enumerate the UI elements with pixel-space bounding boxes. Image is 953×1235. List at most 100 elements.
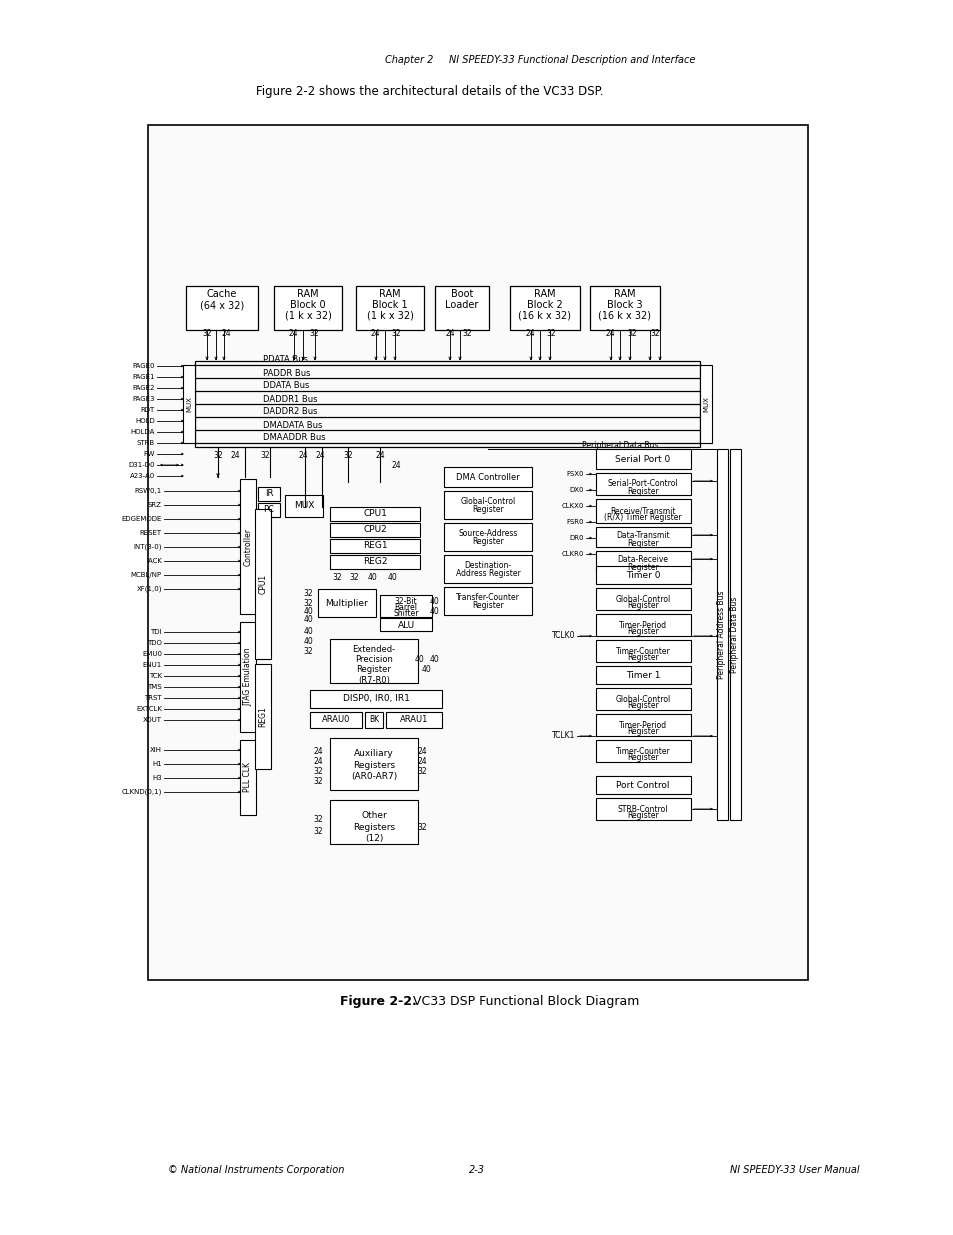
- Bar: [596, 776, 690, 794]
- Text: 24: 24: [221, 329, 231, 337]
- Text: Register: Register: [356, 666, 391, 674]
- Text: Global-Control: Global-Control: [615, 694, 670, 704]
- Text: ALU: ALU: [397, 620, 415, 630]
- Text: 32: 32: [391, 329, 400, 337]
- Text: CLKR0: CLKR0: [561, 551, 583, 557]
- Bar: [330, 522, 419, 537]
- Text: 32: 32: [416, 824, 426, 832]
- Bar: [330, 508, 419, 521]
- Bar: [365, 713, 382, 727]
- Text: Chapter 2     NI SPEEDY-33 Functional Description and Interface: Chapter 2 NI SPEEDY-33 Functional Descri…: [384, 56, 695, 65]
- Text: Serial-Port-Control: Serial-Port-Control: [607, 479, 678, 489]
- Text: Register: Register: [626, 727, 659, 736]
- Text: 32: 32: [461, 329, 472, 337]
- Text: DISP0, IR0, IR1: DISP0, IR0, IR1: [342, 694, 409, 704]
- Text: IR: IR: [265, 489, 273, 499]
- Bar: [596, 688, 690, 710]
- Text: Block 2: Block 2: [527, 300, 562, 310]
- Bar: [274, 287, 341, 330]
- Text: STRB: STRB: [136, 440, 154, 446]
- Text: 40: 40: [303, 606, 313, 615]
- Text: Data-Receive: Data-Receive: [617, 556, 668, 564]
- Bar: [310, 690, 441, 708]
- Text: D31-D0: D31-D0: [129, 462, 154, 468]
- Text: (1 k x 32): (1 k x 32): [366, 311, 413, 321]
- Text: Registers: Registers: [353, 761, 395, 769]
- Text: Global-Control: Global-Control: [615, 594, 670, 604]
- Bar: [596, 666, 690, 684]
- Text: 24: 24: [288, 329, 297, 337]
- Text: Timer-Counter: Timer-Counter: [615, 646, 670, 656]
- Bar: [379, 618, 432, 631]
- Text: Data-Transmit: Data-Transmit: [616, 531, 669, 541]
- Text: PAGE1: PAGE1: [132, 374, 154, 380]
- Text: 24: 24: [298, 451, 308, 459]
- Text: Auxiliary: Auxiliary: [354, 750, 394, 758]
- Text: Block 1: Block 1: [372, 300, 407, 310]
- Text: 32: 32: [332, 573, 341, 583]
- Text: 32: 32: [650, 329, 659, 337]
- Text: TMS: TMS: [147, 684, 162, 690]
- Text: DADDR2 Bus: DADDR2 Bus: [263, 408, 317, 416]
- Text: Timer-Period: Timer-Period: [618, 620, 666, 630]
- Text: CLKND(0,1): CLKND(0,1): [121, 789, 162, 795]
- Text: RAM: RAM: [378, 289, 400, 299]
- Bar: [596, 551, 690, 571]
- Text: DX0: DX0: [569, 487, 583, 493]
- Bar: [240, 622, 255, 732]
- Text: Other: Other: [361, 811, 387, 820]
- Text: Registers: Registers: [353, 823, 395, 831]
- Text: BK: BK: [369, 715, 378, 725]
- Text: 40: 40: [303, 636, 313, 646]
- Text: CPU1: CPU1: [363, 510, 387, 519]
- Bar: [443, 467, 532, 487]
- Text: (64 x 32): (64 x 32): [200, 300, 244, 310]
- Text: Barrel: Barrel: [395, 604, 417, 613]
- Text: (R/X) Timer Register: (R/X) Timer Register: [603, 514, 681, 522]
- Text: Register: Register: [626, 701, 659, 710]
- Text: 24: 24: [604, 329, 614, 337]
- Text: REG2: REG2: [362, 557, 387, 567]
- Text: Register: Register: [472, 601, 503, 610]
- Text: 32: 32: [313, 815, 323, 825]
- Text: 32: 32: [313, 778, 323, 787]
- Bar: [285, 495, 323, 517]
- Bar: [596, 588, 690, 610]
- Bar: [596, 740, 690, 762]
- Text: Global-Control: Global-Control: [460, 496, 515, 505]
- Text: 32: 32: [213, 451, 223, 459]
- Bar: [596, 614, 690, 636]
- Bar: [379, 595, 432, 618]
- Text: (16 k x 32): (16 k x 32): [518, 311, 571, 321]
- Text: 32: 32: [313, 827, 323, 836]
- Text: DADDR1 Bus: DADDR1 Bus: [263, 394, 317, 404]
- Text: CLKX0: CLKX0: [561, 503, 583, 509]
- Text: Destination-: Destination-: [464, 561, 511, 569]
- Text: EXTCLK: EXTCLK: [136, 706, 162, 713]
- Text: TCLK1: TCLK1: [551, 731, 575, 741]
- Bar: [435, 287, 489, 330]
- Text: RW: RW: [144, 451, 154, 457]
- Bar: [596, 450, 690, 469]
- Text: Peripheral Data Bus: Peripheral Data Bus: [730, 597, 739, 673]
- Text: Controller: Controller: [243, 527, 253, 566]
- Text: Block 0: Block 0: [290, 300, 326, 310]
- Text: TDO: TDO: [147, 640, 162, 646]
- Bar: [443, 522, 532, 551]
- Text: Transfer-Counter: Transfer-Counter: [456, 593, 519, 601]
- Text: Address Register: Address Register: [456, 569, 519, 578]
- Bar: [240, 479, 255, 614]
- Text: RAM: RAM: [297, 289, 318, 299]
- Text: HOLD: HOLD: [135, 417, 154, 424]
- Bar: [717, 450, 727, 820]
- Text: Register: Register: [626, 538, 659, 547]
- Bar: [443, 587, 532, 615]
- Text: 2-3: 2-3: [469, 1165, 484, 1174]
- Text: 32: 32: [260, 451, 270, 459]
- Text: INT(3-0): INT(3-0): [133, 543, 162, 551]
- Text: Source-Address: Source-Address: [457, 529, 517, 537]
- Text: Block 3: Block 3: [606, 300, 642, 310]
- Text: TDI: TDI: [151, 629, 162, 635]
- Text: CPU2: CPU2: [363, 526, 387, 535]
- Text: 32: 32: [303, 589, 313, 599]
